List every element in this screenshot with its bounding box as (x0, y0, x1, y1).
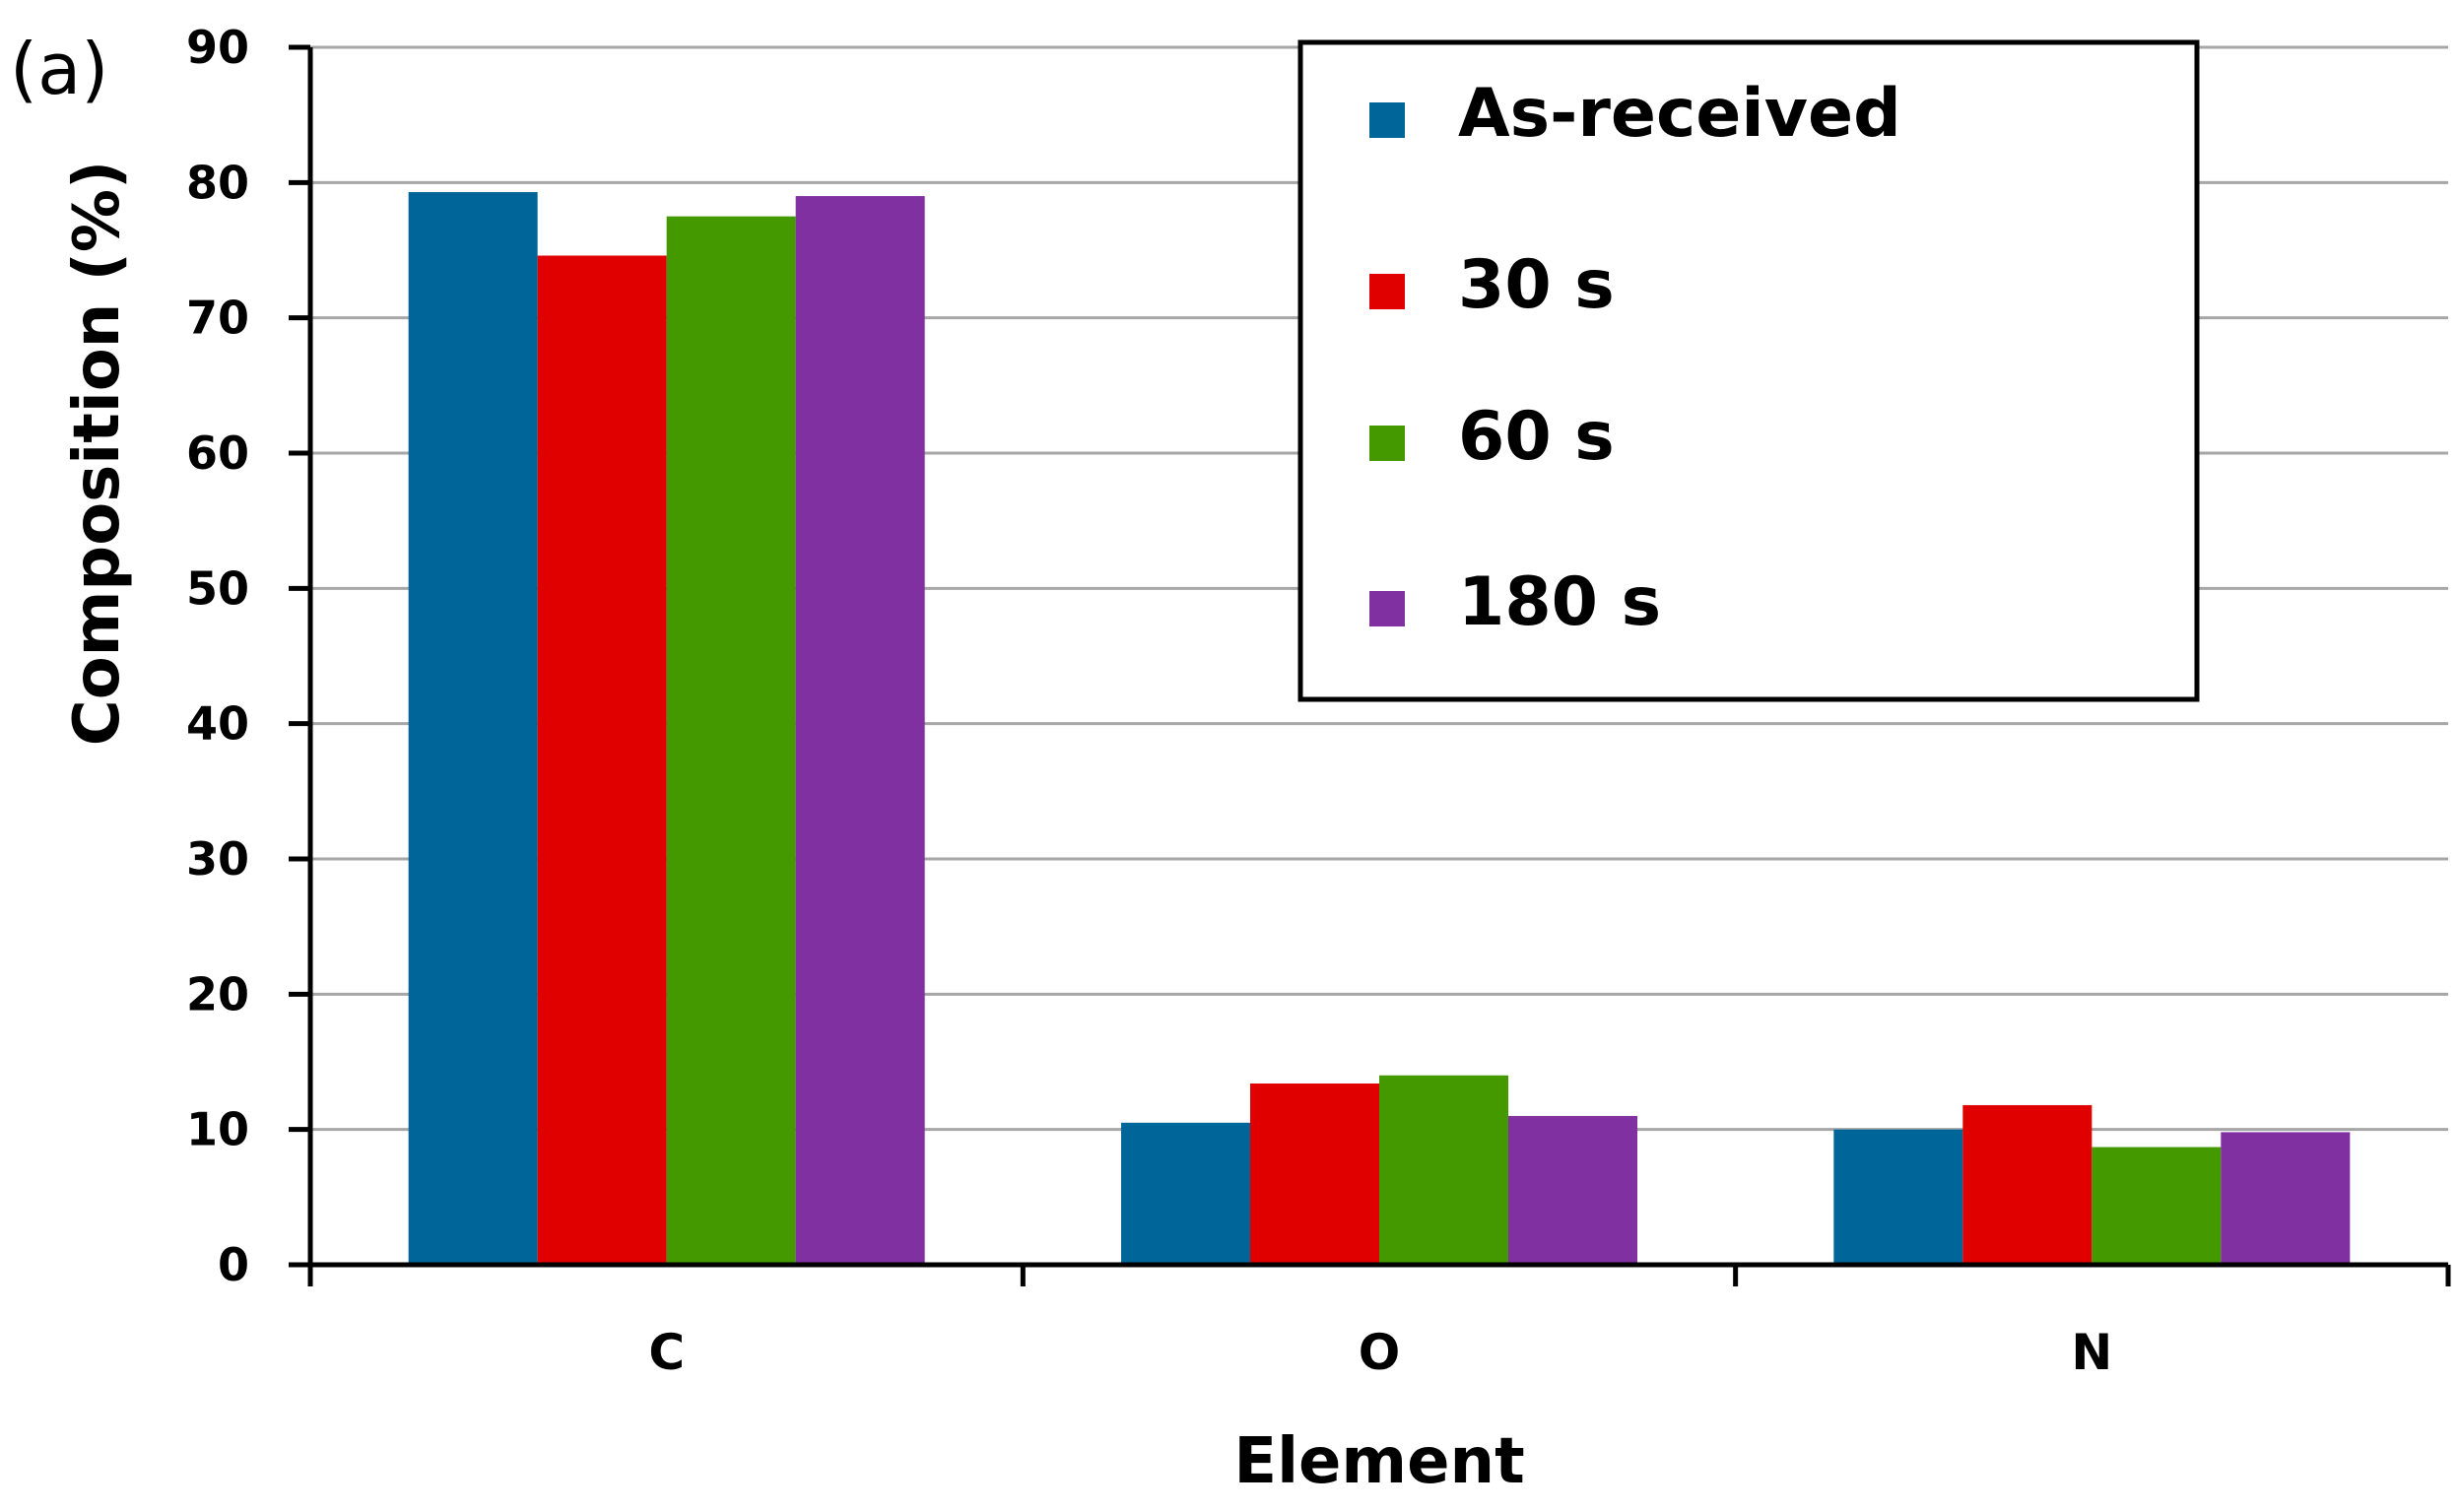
bar-C-60-s (666, 216, 796, 1266)
x-tick-label: C (648, 1324, 685, 1381)
axes (289, 44, 2451, 1286)
legend-label: 30 s (1458, 246, 1615, 324)
bar-N-30-s (1962, 1104, 2093, 1265)
x-tick-label: N (2071, 1324, 2112, 1381)
legend-label: 180 s (1458, 563, 1661, 641)
legend: As-received 30 s 60 s 180 s (1297, 39, 2200, 702)
bar-O-30-s (1250, 1083, 1379, 1265)
y-tick-labels: 0 10 20 30 40 50 60 70 80 90 (186, 21, 249, 1291)
y-tick-label: 70 (186, 292, 249, 345)
bars (408, 191, 2351, 1266)
x-axis-title: Element (1233, 1425, 1524, 1498)
y-tick-label: 10 (186, 1103, 249, 1156)
panel-label: (a) (10, 28, 108, 110)
y-tick-label: 30 (186, 832, 249, 886)
bar-O-60-s (1379, 1075, 1508, 1265)
bar-N-as-received (1833, 1129, 1963, 1265)
legend-swatch (1369, 274, 1405, 309)
bar-C-30-s (537, 255, 667, 1265)
y-tick-label: 60 (186, 427, 249, 480)
legend-swatch (1369, 102, 1405, 138)
bar-N-60-s (2092, 1147, 2222, 1265)
y-tick-label: 0 (218, 1238, 249, 1291)
legend-label: 60 s (1458, 398, 1615, 476)
legend-swatch (1369, 591, 1405, 626)
y-tick-label: 50 (186, 561, 249, 615)
y-tick-label: 90 (186, 21, 249, 74)
legend-swatch (1369, 426, 1405, 461)
y-tick-label: 40 (186, 697, 249, 751)
bar-C-as-received (408, 191, 538, 1266)
bar-O-as-received (1121, 1122, 1250, 1265)
bar-C-180-s (795, 196, 925, 1266)
bar-O-180-s (1508, 1115, 1637, 1265)
bar-N-180-s (2221, 1132, 2351, 1265)
x-tick-label: O (1359, 1324, 1401, 1381)
legend-label: As-received (1458, 75, 1901, 153)
y-tick-label: 80 (186, 156, 249, 209)
y-tick-label: 20 (186, 967, 249, 1020)
legend-box (1297, 39, 2200, 702)
y-axis-title: Composition (%) (61, 161, 134, 746)
